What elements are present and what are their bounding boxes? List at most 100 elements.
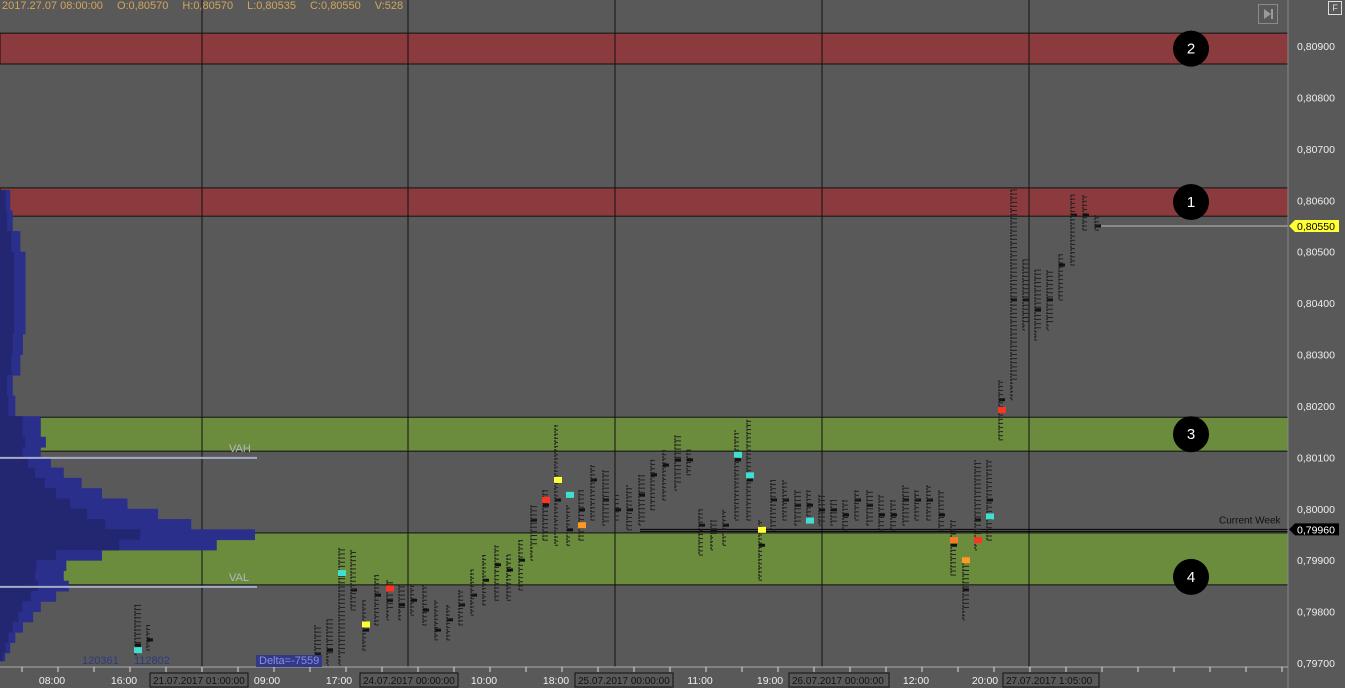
profile-delta: Delta=-7559 [256, 655, 323, 667]
profile-bar-core [0, 313, 15, 335]
footprint-poc [699, 523, 705, 527]
profile-bar-core [0, 292, 15, 314]
footprint-poc [927, 498, 933, 502]
footprint-poc [987, 498, 993, 502]
footprint-highlight [338, 570, 346, 577]
footprint-poc [507, 568, 513, 572]
profile-bar-core [0, 560, 37, 571]
bar-open: O:0,80570 [116, 0, 169, 12]
profile-bar-core [0, 251, 15, 273]
zone-1 [0, 187, 1289, 217]
footprint-poc [747, 478, 753, 482]
zone-badge-label: 4 [1187, 569, 1195, 586]
footprint-poc [783, 498, 789, 502]
footprint-poc [639, 493, 645, 497]
price-axis [1288, 0, 1345, 688]
price-tick-label: 0,79900 [1297, 555, 1335, 567]
value-area-lines: VAH VAL Current Week [0, 225, 1288, 588]
footprint-poc [723, 523, 729, 527]
time-label: 08:00 [39, 675, 65, 687]
session-label: 25.07.2017 00:00:00 [578, 676, 670, 687]
bar-low: L:0,80535 [247, 0, 297, 12]
footprint-poc [963, 588, 969, 592]
zone-badge-2 [1173, 30, 1209, 67]
footprint-poc [819, 508, 825, 512]
session-box [574, 672, 674, 688]
footprint-poc [411, 598, 417, 602]
profile-bar-core [0, 395, 9, 417]
profile-bar-core [0, 231, 12, 253]
zone-3 [0, 416, 1289, 452]
profile-bar-core [0, 611, 19, 623]
footprint-highlight [950, 537, 958, 544]
footprint-poc [999, 398, 1005, 402]
footprint-poc [1059, 263, 1065, 267]
profile-stat-left: 120361 [82, 655, 119, 667]
volume-profile [0, 189, 255, 662]
footprint-highlight [974, 537, 982, 544]
bar-close: C:0,80550 [310, 0, 361, 12]
val-label: VAL [229, 572, 249, 584]
price-tick-label: 0,80000 [1297, 504, 1335, 516]
zone-2 [0, 32, 1289, 65]
footprint-poc [1047, 298, 1053, 302]
profile-bar-core [0, 210, 8, 232]
footprint-poc [135, 643, 141, 647]
footprint-poc [471, 593, 477, 597]
footprint-poc [399, 603, 405, 607]
zone-badges: 2 1 3 4 [1173, 30, 1209, 595]
bar-datetime: 2017.27.07 08:00:00 [2, 0, 103, 12]
price-tick-label: 0,80400 [1297, 298, 1335, 310]
session-box [1002, 672, 1100, 688]
fit-button[interactable]: F [1328, 1, 1342, 15]
footprint-poc [603, 498, 609, 502]
footprint-poc [831, 508, 837, 512]
current-price-label: 0,80550 [1297, 221, 1335, 233]
footprint-highlight [986, 513, 994, 520]
footprint-poc [519, 558, 525, 562]
bar-volume: V:528 [374, 0, 404, 12]
footprint-poc [807, 503, 813, 507]
footprint-highlight [554, 476, 562, 483]
profile-bar-core [0, 642, 6, 654]
footprint-poc [879, 513, 885, 517]
profile-bar-core [0, 488, 57, 499]
skip-to-end-icon [1264, 9, 1273, 19]
profile-bar-core [0, 652, 3, 662]
footprint-highlight [962, 557, 970, 564]
scroll-to-end-button[interactable] [1258, 4, 1278, 24]
current-week-label: Current Week [1219, 515, 1282, 526]
profile-bar-core [0, 457, 29, 469]
profile-bar-core [0, 519, 106, 530]
footprint-poc [1011, 298, 1017, 302]
footprint-poc [771, 498, 777, 502]
footprint-poc [591, 478, 597, 482]
profile-bar-core [0, 529, 141, 541]
price-tick-label: 0,80100 [1297, 452, 1335, 464]
time-label: 11:00 [687, 675, 713, 687]
profile-bar-core [0, 539, 120, 551]
price-tick-label: 0,80600 [1297, 195, 1335, 207]
price-tick-label: 0,80900 [1297, 41, 1335, 53]
footprint-poc [1071, 213, 1077, 217]
footprint-poc [663, 463, 669, 467]
price-tick-label: 0,80500 [1297, 247, 1335, 259]
footprint-poc [363, 628, 369, 632]
price-zones [0, 32, 1289, 586]
footprint-poc [423, 608, 429, 612]
footprint-poc [939, 513, 945, 517]
ohlc-header: 2017.27.07 08:00:00 O:0,80570 H:0,80570 L:0… [2, 0, 417, 12]
footprint-highlight [998, 407, 1006, 414]
footprint-poc [675, 458, 681, 462]
footprint-poc [867, 503, 873, 507]
vah-label: VAH [229, 443, 251, 455]
session-box [359, 672, 459, 688]
bar-high: H:0,80570 [182, 0, 234, 12]
footprint-poc [567, 528, 573, 532]
footprint-poc [315, 653, 321, 657]
footprint-highlight [566, 491, 574, 498]
footprint-poc [1023, 298, 1029, 302]
session-label: 27.07.2017 1:05:00 [1006, 676, 1093, 687]
